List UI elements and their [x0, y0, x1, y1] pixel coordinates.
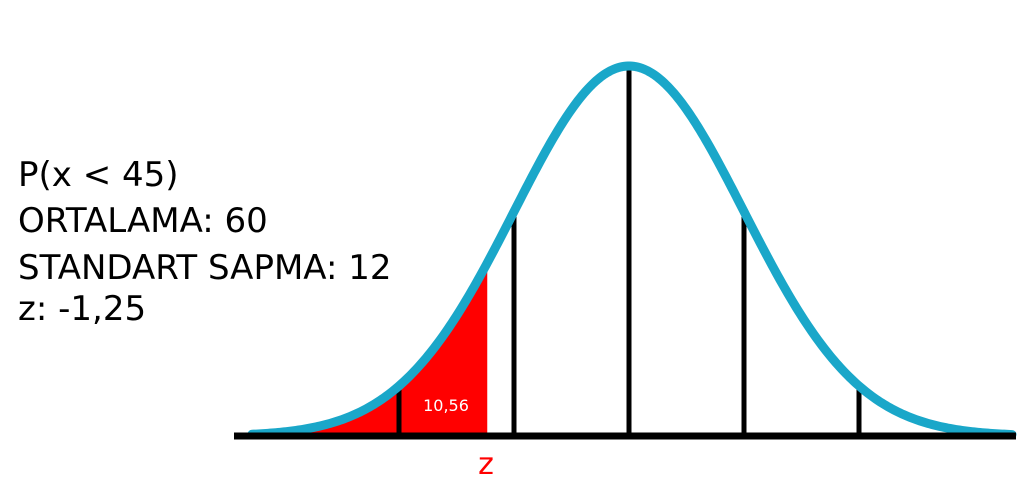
probability-label: P(x < 45)	[18, 155, 179, 195]
mean-label: ORTALAMA: 60	[18, 201, 268, 241]
shaded-area-value: 10,56	[423, 396, 469, 415]
z-marker-label: z	[478, 447, 494, 482]
shaded-area	[252, 266, 486, 436]
std-dev-label: STANDART SAPMA: 12	[18, 248, 392, 288]
bell-curve	[247, 61, 1017, 440]
z-value-label: z: -1,25	[18, 289, 147, 329]
